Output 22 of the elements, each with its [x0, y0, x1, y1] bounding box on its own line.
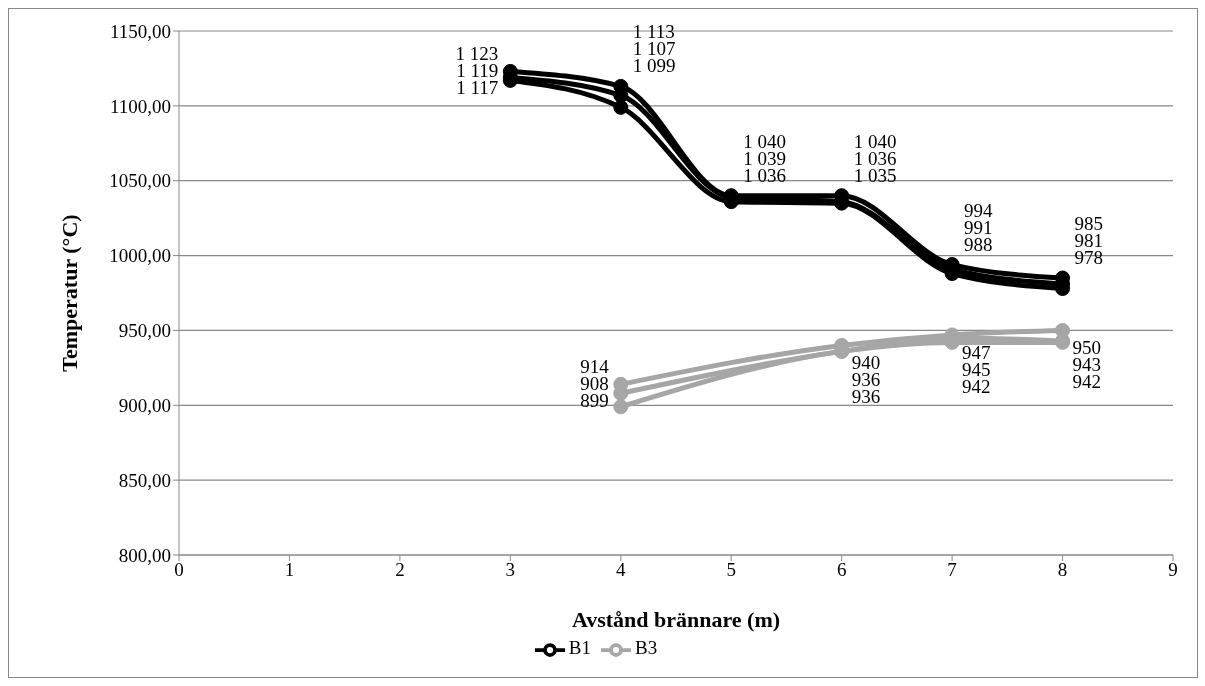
- x-tick-label: 1: [284, 559, 295, 581]
- y-tick-label: 1100,00: [109, 95, 171, 117]
- x-axis-title: Avstånd brännare (m): [571, 607, 781, 632]
- x-tick-label: 2: [395, 559, 405, 581]
- y-tick-label: 1050,00: [109, 170, 171, 192]
- x-tick-label: 9: [1168, 559, 1178, 581]
- x-tick-label: 0: [174, 559, 184, 581]
- legend-label: B3: [635, 636, 658, 658]
- y-tick-label: 1150,00: [109, 20, 171, 42]
- y-axis-title: Temperatur (°C): [56, 214, 82, 372]
- y-tick-label: 1000,00: [109, 245, 171, 267]
- y-tick-label: 850,00: [118, 469, 171, 491]
- y-tick-label: 800,00: [118, 544, 171, 566]
- x-tick-label: 7: [947, 559, 957, 581]
- legend-label: B1: [568, 636, 591, 658]
- y-tick-label: 950,00: [118, 320, 171, 342]
- x-tick-label: 6: [836, 559, 847, 581]
- x-tick-label: 4: [616, 559, 627, 581]
- x-tick-label: 8: [1057, 559, 1068, 581]
- x-tick-label: 3: [505, 559, 516, 581]
- x-tick-label: 5: [726, 559, 736, 581]
- y-tick-label: 900,00: [118, 395, 171, 417]
